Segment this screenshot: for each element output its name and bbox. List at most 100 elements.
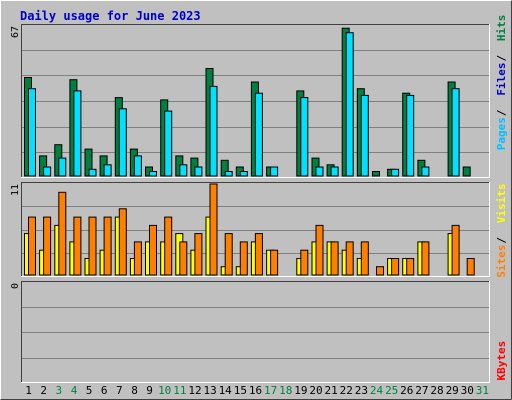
bar-files-day-3 (58, 157, 67, 177)
bar-files-day-22 (345, 32, 354, 177)
x-tick-day-10: 10 (158, 384, 171, 397)
legend-separator: / (495, 55, 508, 62)
legend-group: KBytes (495, 341, 508, 381)
y-max-label: 11 (10, 184, 21, 196)
x-tick-day-4: 4 (71, 384, 78, 397)
x-tick-day-24: 24 (370, 384, 384, 397)
bar-sites-day-12 (194, 233, 203, 276)
x-tick-day-25: 25 (385, 384, 398, 397)
bar-hits-day-30 (462, 166, 471, 177)
bar-files-day-27 (421, 166, 430, 177)
bar-sites-day-27 (421, 241, 430, 276)
bar-files-day-23 (360, 94, 369, 177)
bar-sites-day-15 (239, 241, 248, 276)
bar-sites-day-7 (118, 208, 127, 276)
x-tick-day-1: 1 (25, 384, 32, 397)
legend-sites: Sites (495, 245, 508, 278)
right-side-legend: Pages / Files / Hits Sites / Visits KBytes (495, 15, 508, 381)
bar-sites-day-23 (360, 241, 369, 276)
x-tick-day-30: 30 (461, 384, 474, 397)
bar-files-day-11 (179, 164, 188, 177)
x-tick-day-26: 26 (400, 384, 413, 397)
bar-files-day-21 (330, 166, 339, 177)
bar-files-day-8 (133, 155, 142, 177)
legend-files: Files (495, 62, 508, 95)
bar-files-day-16 (254, 92, 263, 177)
bar-files-day-25 (391, 168, 400, 177)
x-tick-day-20: 20 (309, 384, 322, 397)
bar-files-day-26 (406, 94, 415, 177)
bar-sites-day-22 (345, 241, 354, 276)
chart-title: Daily usage for June 2023 (20, 9, 201, 23)
x-tick-day-2: 2 (40, 384, 47, 397)
x-tick-day-5: 5 (86, 384, 93, 397)
x-tick-day-22: 22 (340, 384, 353, 397)
x-tick-day-7: 7 (116, 384, 123, 397)
x-tick-day-21: 21 (324, 384, 337, 397)
x-tick-day-12: 12 (188, 384, 201, 397)
bar-sites-day-2 (43, 216, 52, 276)
bar-hits-day-24 (372, 171, 380, 177)
bar-files-day-15 (239, 171, 248, 177)
bar-sites-day-30 (466, 258, 475, 276)
bar-sites-day-21 (330, 241, 339, 276)
bar-sites-day-29 (451, 224, 460, 276)
bar-sites-day-10 (164, 216, 173, 276)
x-tick-day-28: 28 (430, 384, 443, 397)
bar-files-day-19 (300, 97, 309, 177)
x-tick-day-14: 14 (219, 384, 233, 397)
legend-hits: Hits (495, 15, 508, 42)
bar-files-day-13 (209, 85, 218, 177)
legend-pages: Pages (495, 117, 508, 150)
bar-sites-day-17 (270, 249, 279, 276)
bar-files-day-7 (118, 108, 127, 177)
legend-separator: / (495, 237, 508, 244)
legend-visits: Visits (495, 183, 508, 223)
x-tick-day-3: 3 (55, 384, 62, 397)
x-tick-day-23: 23 (355, 384, 368, 397)
bar-sites-day-13 (209, 183, 218, 276)
bar-sites-day-9 (149, 224, 157, 276)
x-tick-day-8: 8 (131, 384, 138, 397)
bar-files-day-5 (88, 168, 97, 177)
legend-group: Sites / Visits (495, 183, 508, 277)
bar-files-day-17 (270, 166, 279, 177)
bar-sites-day-1 (28, 216, 36, 276)
bar-files-day-10 (164, 110, 173, 177)
chart-panels: 67 11 0 (10, 24, 490, 383)
x-tick-day-6: 6 (101, 384, 108, 397)
panel-hits-files: 67 (10, 24, 490, 178)
bar-sites-day-19 (300, 249, 309, 276)
bar-sites-day-14 (224, 233, 233, 276)
bar-sites-day-5 (88, 216, 97, 276)
x-tick-day-11: 11 (173, 384, 186, 397)
bar-sites-day-6 (103, 216, 112, 276)
bar-files-day-12 (194, 166, 203, 177)
legend-kbytes: KBytes (495, 341, 508, 381)
x-tick-day-31: 31 (476, 384, 489, 397)
panel-sites-visits: 11 (10, 182, 490, 277)
x-tick-day-17: 17 (264, 384, 277, 397)
bar-sites-day-20 (315, 224, 324, 276)
bar-sites-day-11 (179, 241, 188, 276)
bar-files-day-2 (43, 166, 52, 177)
bar-files-day-1 (28, 88, 36, 177)
x-tick-day-18: 18 (279, 384, 292, 397)
y-max-label: 67 (10, 26, 21, 38)
bar-sites-day-26 (406, 258, 415, 276)
x-tick-day-15: 15 (234, 384, 247, 397)
x-tick-day-19: 19 (294, 384, 307, 397)
bar-files-day-9 (149, 171, 157, 177)
bar-sites-day-4 (73, 216, 82, 276)
bar-sites-day-16 (254, 233, 263, 276)
x-tick-day-9: 9 (146, 384, 153, 397)
y-max-label: 0 (10, 283, 21, 289)
x-tick-day-29: 29 (446, 384, 459, 397)
bar-files-day-20 (315, 166, 324, 177)
bar-sites-day-8 (133, 241, 142, 276)
bar-files-day-6 (103, 164, 112, 177)
bar-files-day-4 (73, 90, 82, 177)
x-axis-day-labels: 1 2 3 4 5 6 7 8 9 10 11 12 13 14 15 16 17 18 19 20 21 22 23 24 2… (25, 384, 489, 397)
